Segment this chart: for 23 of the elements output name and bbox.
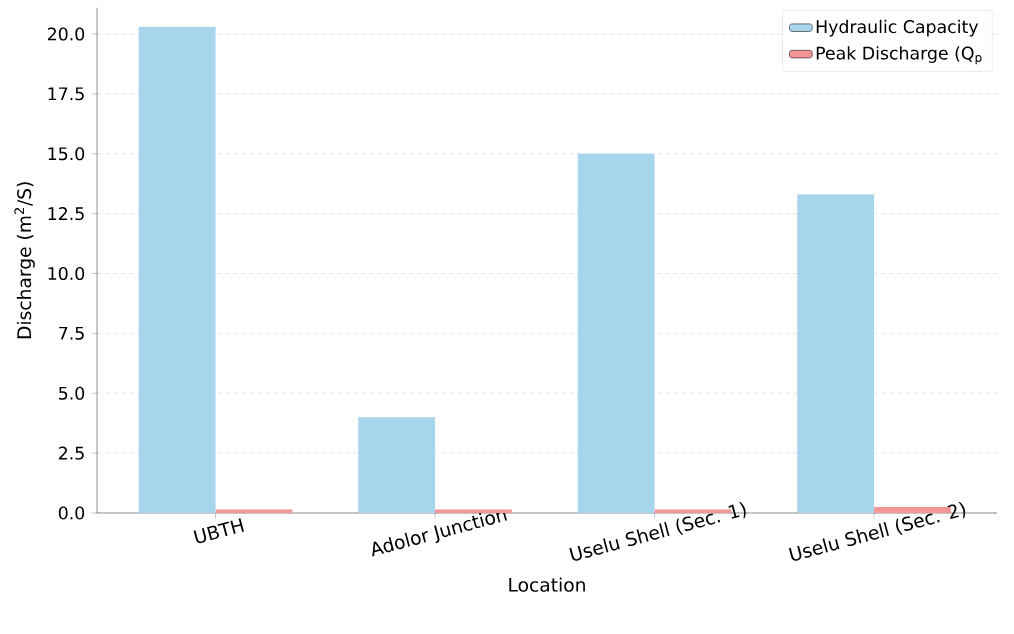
- bar: [797, 194, 875, 513]
- y-tick-label: 12.5: [48, 207, 84, 221]
- y-tick-label: 5.0: [59, 386, 85, 400]
- y-tick-label: 0.0: [58, 506, 85, 520]
- x-tick-label: Adolor Junction: [372, 511, 507, 557]
- bar: [435, 509, 512, 513]
- y-tick-label: 17.5: [48, 87, 84, 101]
- legend-label: Peak Discharge (Q$_{p}$: [816, 46, 982, 65]
- legend-label: Hydraulic Capacity: [816, 19, 979, 37]
- y-axis-title: Discharge (m$^{2}$/S): [14, 182, 35, 339]
- y-tick-label: 10.0: [48, 266, 85, 281]
- x-tick-label: Uselu Shell (Sec. 2): [788, 501, 966, 561]
- y-tick-label: 20.0: [47, 27, 85, 41]
- y-tick-label: 2.5: [58, 446, 84, 460]
- x-tick-label: Uselu Shell (Sec. 1): [569, 501, 746, 561]
- bar: [577, 153, 655, 513]
- bar: [358, 417, 436, 513]
- x-tick-label: UBTH: [193, 518, 244, 544]
- y-tick-label: 15.0: [48, 147, 85, 161]
- y-tick-label: 7.5: [59, 326, 84, 340]
- bar: [215, 509, 293, 513]
- bar: [138, 26, 216, 513]
- x-axis-title: Location: [509, 577, 585, 592]
